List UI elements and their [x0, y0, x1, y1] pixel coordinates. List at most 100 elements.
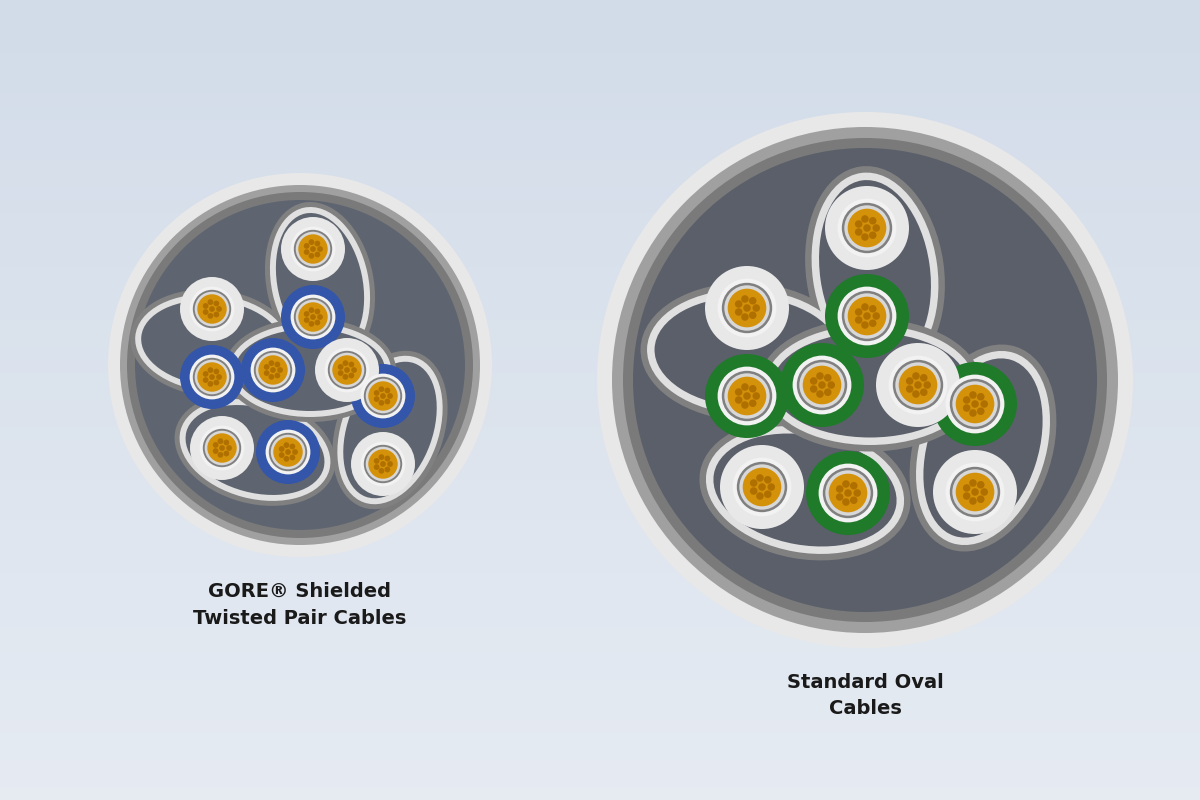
- Bar: [0, 94, 1200, 106]
- Circle shape: [876, 343, 960, 427]
- Circle shape: [304, 249, 310, 255]
- Circle shape: [308, 239, 314, 245]
- Circle shape: [818, 464, 877, 522]
- Circle shape: [274, 438, 302, 466]
- Circle shape: [803, 366, 841, 404]
- Circle shape: [739, 464, 785, 510]
- Circle shape: [869, 217, 876, 225]
- Circle shape: [953, 382, 997, 426]
- Circle shape: [806, 451, 890, 535]
- Bar: [0, 786, 1200, 800]
- Circle shape: [797, 360, 847, 410]
- Circle shape: [750, 479, 757, 486]
- Circle shape: [275, 362, 281, 367]
- Circle shape: [208, 381, 214, 386]
- Circle shape: [317, 314, 323, 320]
- Circle shape: [980, 488, 988, 496]
- Circle shape: [799, 362, 845, 408]
- Circle shape: [749, 297, 756, 305]
- Circle shape: [193, 290, 232, 328]
- Circle shape: [836, 486, 844, 493]
- Circle shape: [270, 367, 276, 373]
- Bar: [0, 146, 1200, 160]
- Circle shape: [970, 391, 977, 398]
- Circle shape: [310, 246, 316, 252]
- Circle shape: [366, 378, 401, 414]
- Circle shape: [212, 442, 218, 448]
- Circle shape: [623, 138, 1108, 622]
- Bar: [0, 374, 1200, 386]
- Circle shape: [816, 372, 823, 380]
- Text: GORE® Shielded
Twisted Pair Cables: GORE® Shielded Twisted Pair Cables: [193, 582, 407, 627]
- Circle shape: [863, 312, 871, 320]
- Bar: [0, 26, 1200, 40]
- Circle shape: [962, 396, 971, 404]
- Bar: [0, 706, 1200, 720]
- Bar: [0, 0, 1200, 14]
- Circle shape: [742, 402, 749, 409]
- Circle shape: [838, 286, 896, 346]
- Circle shape: [314, 338, 379, 402]
- Circle shape: [977, 393, 984, 401]
- Bar: [0, 546, 1200, 560]
- Circle shape: [764, 476, 772, 483]
- Circle shape: [308, 321, 314, 326]
- Circle shape: [299, 302, 328, 332]
- Circle shape: [269, 433, 307, 471]
- Circle shape: [718, 278, 776, 338]
- Bar: [0, 400, 1200, 414]
- Circle shape: [226, 445, 232, 451]
- Circle shape: [743, 392, 751, 400]
- Circle shape: [378, 468, 384, 474]
- Circle shape: [752, 392, 760, 400]
- Bar: [0, 334, 1200, 346]
- Circle shape: [364, 445, 402, 483]
- Circle shape: [194, 292, 229, 326]
- Circle shape: [348, 373, 354, 378]
- Circle shape: [317, 246, 323, 252]
- Circle shape: [220, 445, 224, 451]
- Circle shape: [373, 390, 379, 396]
- Bar: [0, 106, 1200, 120]
- Circle shape: [727, 377, 767, 415]
- Circle shape: [308, 253, 314, 258]
- Circle shape: [290, 294, 336, 339]
- Circle shape: [108, 173, 492, 557]
- Circle shape: [216, 306, 222, 312]
- Circle shape: [758, 483, 766, 490]
- Bar: [0, 386, 1200, 400]
- Circle shape: [217, 438, 223, 444]
- Circle shape: [265, 430, 311, 474]
- Circle shape: [950, 466, 1001, 517]
- Circle shape: [727, 289, 767, 327]
- Ellipse shape: [229, 323, 391, 417]
- Circle shape: [912, 390, 919, 398]
- Circle shape: [756, 492, 763, 500]
- Circle shape: [180, 345, 244, 409]
- Circle shape: [893, 360, 943, 410]
- Circle shape: [203, 371, 209, 377]
- Bar: [0, 560, 1200, 574]
- Circle shape: [304, 243, 310, 249]
- Bar: [0, 240, 1200, 254]
- Ellipse shape: [641, 283, 853, 421]
- Circle shape: [810, 378, 817, 385]
- Circle shape: [818, 382, 826, 389]
- Circle shape: [294, 230, 332, 268]
- Bar: [0, 320, 1200, 334]
- Circle shape: [254, 350, 293, 389]
- Circle shape: [872, 312, 880, 320]
- Ellipse shape: [758, 318, 982, 451]
- Circle shape: [203, 303, 209, 309]
- Circle shape: [348, 362, 354, 367]
- Circle shape: [842, 290, 893, 341]
- Ellipse shape: [910, 345, 1056, 551]
- Circle shape: [842, 498, 850, 506]
- Bar: [0, 520, 1200, 534]
- Bar: [0, 160, 1200, 174]
- Circle shape: [194, 360, 229, 394]
- Circle shape: [278, 446, 284, 452]
- Circle shape: [275, 373, 281, 378]
- Circle shape: [850, 497, 858, 504]
- Bar: [0, 120, 1200, 134]
